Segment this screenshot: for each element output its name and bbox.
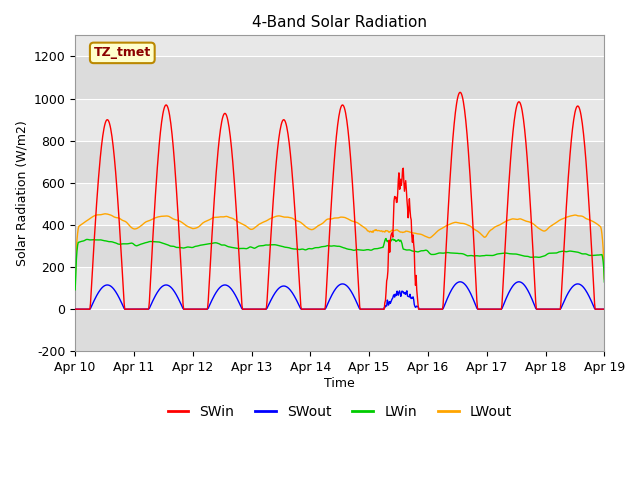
- Bar: [75, 56, 604, 98]
- Legend: SWin, SWout, LWin, LWout: SWin, SWout, LWin, LWout: [162, 399, 518, 424]
- Y-axis label: Solar Radiation (W/m2): Solar Radiation (W/m2): [15, 120, 28, 266]
- Bar: [75, 309, 604, 351]
- Bar: [75, 141, 604, 183]
- Bar: [75, 183, 604, 225]
- Bar: [75, 267, 604, 309]
- Bar: [75, 98, 604, 141]
- Text: TZ_tmet: TZ_tmet: [93, 47, 151, 60]
- X-axis label: Time: Time: [324, 377, 355, 390]
- Bar: [75, 225, 604, 267]
- Title: 4-Band Solar Radiation: 4-Band Solar Radiation: [252, 15, 428, 30]
